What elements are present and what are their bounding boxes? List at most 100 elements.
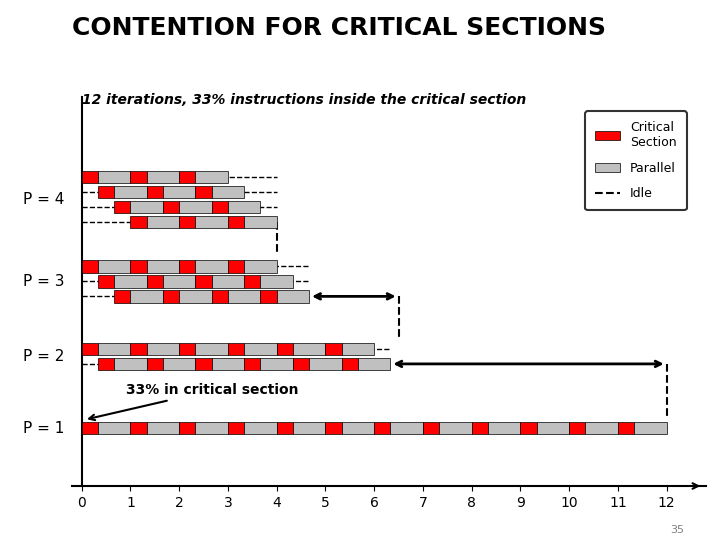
Bar bbox=[130, 260, 147, 273]
Bar bbox=[212, 186, 244, 198]
Bar bbox=[179, 343, 195, 355]
Bar bbox=[163, 358, 195, 370]
Bar bbox=[342, 422, 374, 434]
Bar bbox=[130, 171, 147, 183]
Bar bbox=[261, 358, 293, 370]
Bar bbox=[179, 201, 212, 213]
Bar bbox=[114, 201, 130, 213]
Bar bbox=[228, 216, 244, 228]
Bar bbox=[309, 358, 342, 370]
Bar bbox=[244, 275, 261, 287]
Text: P = 2: P = 2 bbox=[23, 349, 65, 364]
Bar bbox=[98, 422, 130, 434]
Bar bbox=[147, 358, 163, 370]
Bar bbox=[195, 343, 228, 355]
Bar bbox=[195, 216, 228, 228]
Bar bbox=[98, 275, 114, 287]
Bar bbox=[585, 422, 618, 434]
Bar bbox=[390, 422, 423, 434]
Bar bbox=[276, 290, 309, 302]
Bar bbox=[374, 422, 390, 434]
Bar bbox=[147, 422, 179, 434]
Bar bbox=[569, 422, 585, 434]
Bar bbox=[114, 186, 147, 198]
Bar bbox=[212, 290, 228, 302]
Text: 12 iterations, 33% instructions inside the critical section: 12 iterations, 33% instructions inside t… bbox=[82, 93, 526, 107]
Bar bbox=[212, 358, 244, 370]
Bar bbox=[195, 171, 228, 183]
Bar bbox=[293, 343, 325, 355]
Bar bbox=[98, 343, 130, 355]
Bar bbox=[179, 260, 195, 273]
Bar bbox=[147, 260, 179, 273]
Text: P = 1: P = 1 bbox=[23, 421, 65, 436]
Bar bbox=[244, 260, 276, 273]
Bar bbox=[195, 358, 212, 370]
Bar bbox=[244, 216, 276, 228]
Bar bbox=[114, 358, 147, 370]
Bar bbox=[114, 275, 147, 287]
Bar bbox=[261, 290, 276, 302]
Bar bbox=[130, 422, 147, 434]
Bar bbox=[147, 343, 179, 355]
Bar bbox=[488, 422, 521, 434]
Bar bbox=[130, 216, 147, 228]
Bar bbox=[228, 201, 261, 213]
Bar bbox=[98, 260, 130, 273]
Bar bbox=[618, 422, 634, 434]
Bar bbox=[130, 290, 163, 302]
Bar bbox=[195, 275, 212, 287]
Bar bbox=[212, 201, 228, 213]
Bar bbox=[82, 422, 98, 434]
Bar bbox=[163, 186, 195, 198]
Bar bbox=[82, 171, 98, 183]
Bar bbox=[244, 422, 276, 434]
Bar bbox=[98, 186, 114, 198]
Bar bbox=[147, 171, 179, 183]
Bar bbox=[342, 358, 358, 370]
Bar bbox=[536, 422, 569, 434]
Bar bbox=[439, 422, 472, 434]
Text: P = 3: P = 3 bbox=[23, 274, 65, 289]
Text: CONTENTION FOR CRITICAL SECTIONS: CONTENTION FOR CRITICAL SECTIONS bbox=[72, 16, 606, 40]
Bar bbox=[130, 201, 163, 213]
Bar bbox=[147, 186, 163, 198]
Bar bbox=[244, 343, 276, 355]
Bar bbox=[163, 275, 195, 287]
Bar bbox=[342, 343, 374, 355]
Bar bbox=[179, 422, 195, 434]
Bar bbox=[244, 358, 261, 370]
Bar bbox=[228, 422, 244, 434]
Bar bbox=[228, 290, 261, 302]
Bar bbox=[325, 343, 342, 355]
Bar bbox=[179, 171, 195, 183]
Bar bbox=[147, 275, 163, 287]
Text: 35: 35 bbox=[670, 524, 684, 535]
Bar bbox=[114, 290, 130, 302]
Bar bbox=[358, 358, 390, 370]
Bar bbox=[195, 422, 228, 434]
Bar bbox=[163, 290, 179, 302]
Bar bbox=[130, 343, 147, 355]
Bar bbox=[276, 422, 293, 434]
Bar bbox=[261, 275, 293, 287]
Bar bbox=[82, 260, 98, 273]
Bar bbox=[82, 343, 98, 355]
Bar bbox=[472, 422, 488, 434]
Bar bbox=[98, 171, 130, 183]
Bar bbox=[147, 216, 179, 228]
Legend: Critical
Section, Parallel, Idle: Critical Section, Parallel, Idle bbox=[585, 111, 687, 210]
Bar bbox=[228, 260, 244, 273]
Bar bbox=[293, 422, 325, 434]
Bar bbox=[293, 358, 309, 370]
Bar bbox=[228, 343, 244, 355]
Bar bbox=[179, 216, 195, 228]
Bar bbox=[98, 358, 114, 370]
Bar bbox=[325, 422, 342, 434]
Bar bbox=[521, 422, 536, 434]
Text: 33% in critical section: 33% in critical section bbox=[89, 383, 298, 420]
Bar bbox=[423, 422, 439, 434]
Bar bbox=[276, 343, 293, 355]
Bar bbox=[195, 186, 212, 198]
Bar bbox=[212, 275, 244, 287]
